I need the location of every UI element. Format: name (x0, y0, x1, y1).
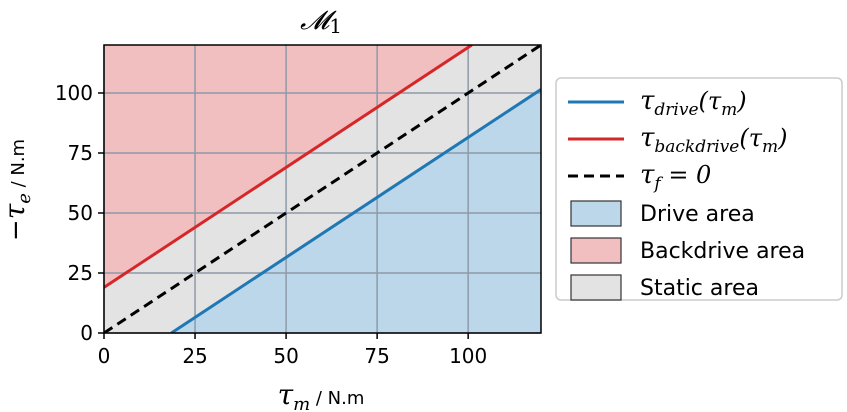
plot-area (103, 44, 542, 334)
series-line-backdrive (104, 45, 473, 289)
y-axis-label-symbol: τ (0, 203, 31, 219)
x-tick-label: 50 (273, 344, 298, 368)
legend-label-drive-area: Drive area (640, 202, 755, 227)
x-axis-label: τm / N.m (278, 378, 365, 412)
y-tick-label: 100 (55, 81, 93, 105)
legend-label-drive: τdrive(τm) (640, 86, 747, 120)
legend-label-f: τf = 0 (640, 160, 711, 194)
chart-title-subscript: 1 (329, 14, 342, 38)
legend-label-static-area: Static area (640, 276, 759, 301)
legend-swatch-static-area (570, 274, 622, 301)
y-tick-label: 75 (68, 141, 93, 165)
legend-label-backdrive-area: Backdrive area (640, 239, 805, 264)
legend-frame (555, 77, 843, 301)
x-tick-label: 25 (182, 344, 207, 368)
chart-title: 𝓜1 (300, 6, 342, 38)
legend-swatch-drive-area (570, 200, 622, 227)
series-line-f (104, 45, 541, 333)
y-axis-label-prefix: − (1, 219, 31, 241)
x-tick-label: 100 (449, 344, 487, 368)
y-tick-label: 0 (80, 321, 93, 345)
y-axis: 0 25 50 75 100 (55, 81, 104, 345)
legend: τdrive(τm)τbackdrive(τm)τf = 0 Drive area… (555, 77, 843, 301)
y-axis-label: −τe / N.m (0, 139, 35, 241)
y-axis-label-unit: / N.m (8, 139, 29, 193)
x-axis-label-unit: / N.m (310, 388, 364, 409)
y-axis-label-subscript: e (14, 193, 35, 204)
legend-swatch-backdrive-area (570, 237, 622, 264)
axes-frame (103, 44, 542, 334)
x-axis: 0 25 50 75 100 (98, 333, 487, 368)
x-axis-label-subscript: m (293, 394, 310, 412)
y-tick-label: 25 (68, 261, 93, 285)
x-tick-label: 75 (364, 344, 389, 368)
x-tick-label: 0 (98, 344, 111, 368)
series-line-drive (170, 88, 541, 333)
x-axis-label-symbol: τ (278, 378, 294, 411)
legend-label-backdrive: τbackdrive(τm) (640, 123, 787, 157)
y-tick-label: 50 (68, 201, 93, 225)
